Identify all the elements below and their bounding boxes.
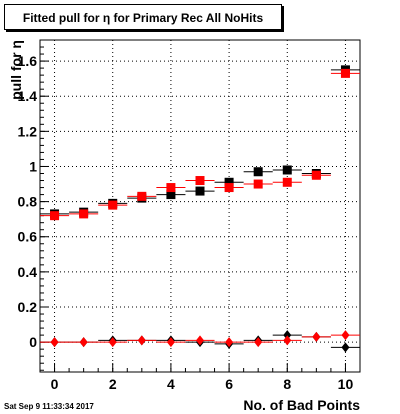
grid-lines bbox=[40, 40, 360, 372]
y-tick-label: 0.2 bbox=[18, 299, 38, 315]
data-point-diamond bbox=[254, 337, 263, 348]
y-tick-label: 0.4 bbox=[18, 264, 38, 280]
data-point-square bbox=[166, 190, 176, 200]
y-tick-labels: 0 0.2 0.4 0.6 0.8 1 1.2 1.4 1.6 bbox=[18, 53, 38, 350]
data-marks bbox=[40, 65, 360, 353]
y-tick-label: 0.8 bbox=[18, 194, 38, 210]
data-point-square bbox=[311, 170, 321, 180]
y-tick-label: 1.2 bbox=[18, 123, 38, 139]
data-point-diamond bbox=[79, 337, 88, 348]
data-point-square bbox=[195, 186, 205, 196]
data-point-square bbox=[224, 177, 234, 187]
data-point-square bbox=[195, 176, 205, 186]
data-point-square bbox=[50, 211, 60, 221]
axis-ticks bbox=[39, 46, 361, 372]
data-point-square bbox=[224, 183, 234, 193]
y-tick-label: 1.4 bbox=[18, 88, 38, 104]
data-point-square bbox=[253, 179, 263, 189]
data-point-diamond bbox=[50, 337, 59, 348]
y-tick-label: 0.6 bbox=[18, 229, 38, 245]
data-point-diamond bbox=[283, 330, 292, 341]
x-tick-label: 10 bbox=[338, 376, 354, 392]
data-point-diamond bbox=[341, 330, 350, 341]
date-stamp: Sat Sep 9 11:33:34 2017 bbox=[4, 402, 94, 411]
data-point-square bbox=[253, 167, 263, 177]
data-point-diamond bbox=[312, 331, 321, 342]
data-point-square bbox=[282, 177, 292, 187]
x-tick-label: 6 bbox=[225, 376, 233, 392]
data-point-square bbox=[166, 183, 176, 193]
data-point-diamond bbox=[225, 337, 234, 348]
data-point-square bbox=[282, 165, 292, 175]
data-point-diamond bbox=[283, 335, 292, 346]
data-point-diamond bbox=[196, 335, 204, 346]
y-tick-label: 0 bbox=[29, 334, 37, 350]
data-point-square bbox=[108, 200, 118, 210]
title-box: Fitted pull for η for Primary Rec All No… bbox=[4, 4, 282, 30]
data-point-square bbox=[79, 209, 89, 219]
plot-frame bbox=[39, 39, 361, 373]
y-tick-label: 1.6 bbox=[18, 53, 38, 69]
x-tick-label: 2 bbox=[109, 376, 117, 392]
data-point-diamond bbox=[137, 335, 146, 346]
data-point-square bbox=[137, 191, 147, 201]
x-tick-label: 8 bbox=[283, 376, 291, 392]
y-axis-title: pull for η bbox=[8, 40, 24, 100]
data-point-diamond bbox=[108, 337, 117, 348]
data-point-diamond bbox=[166, 337, 175, 348]
y-tick-label: 1 bbox=[29, 158, 37, 174]
x-tick-labels: 0 2 4 6 8 10 bbox=[51, 376, 354, 392]
data-point-diamond bbox=[341, 342, 350, 353]
x-tick-label: 4 bbox=[167, 376, 175, 392]
x-axis-title: No. of Bad Points bbox=[243, 397, 360, 413]
data-point-square bbox=[340, 68, 350, 78]
x-tick-label: 0 bbox=[51, 376, 59, 392]
chart-title: Fitted pull for η for Primary Rec All No… bbox=[22, 11, 264, 25]
